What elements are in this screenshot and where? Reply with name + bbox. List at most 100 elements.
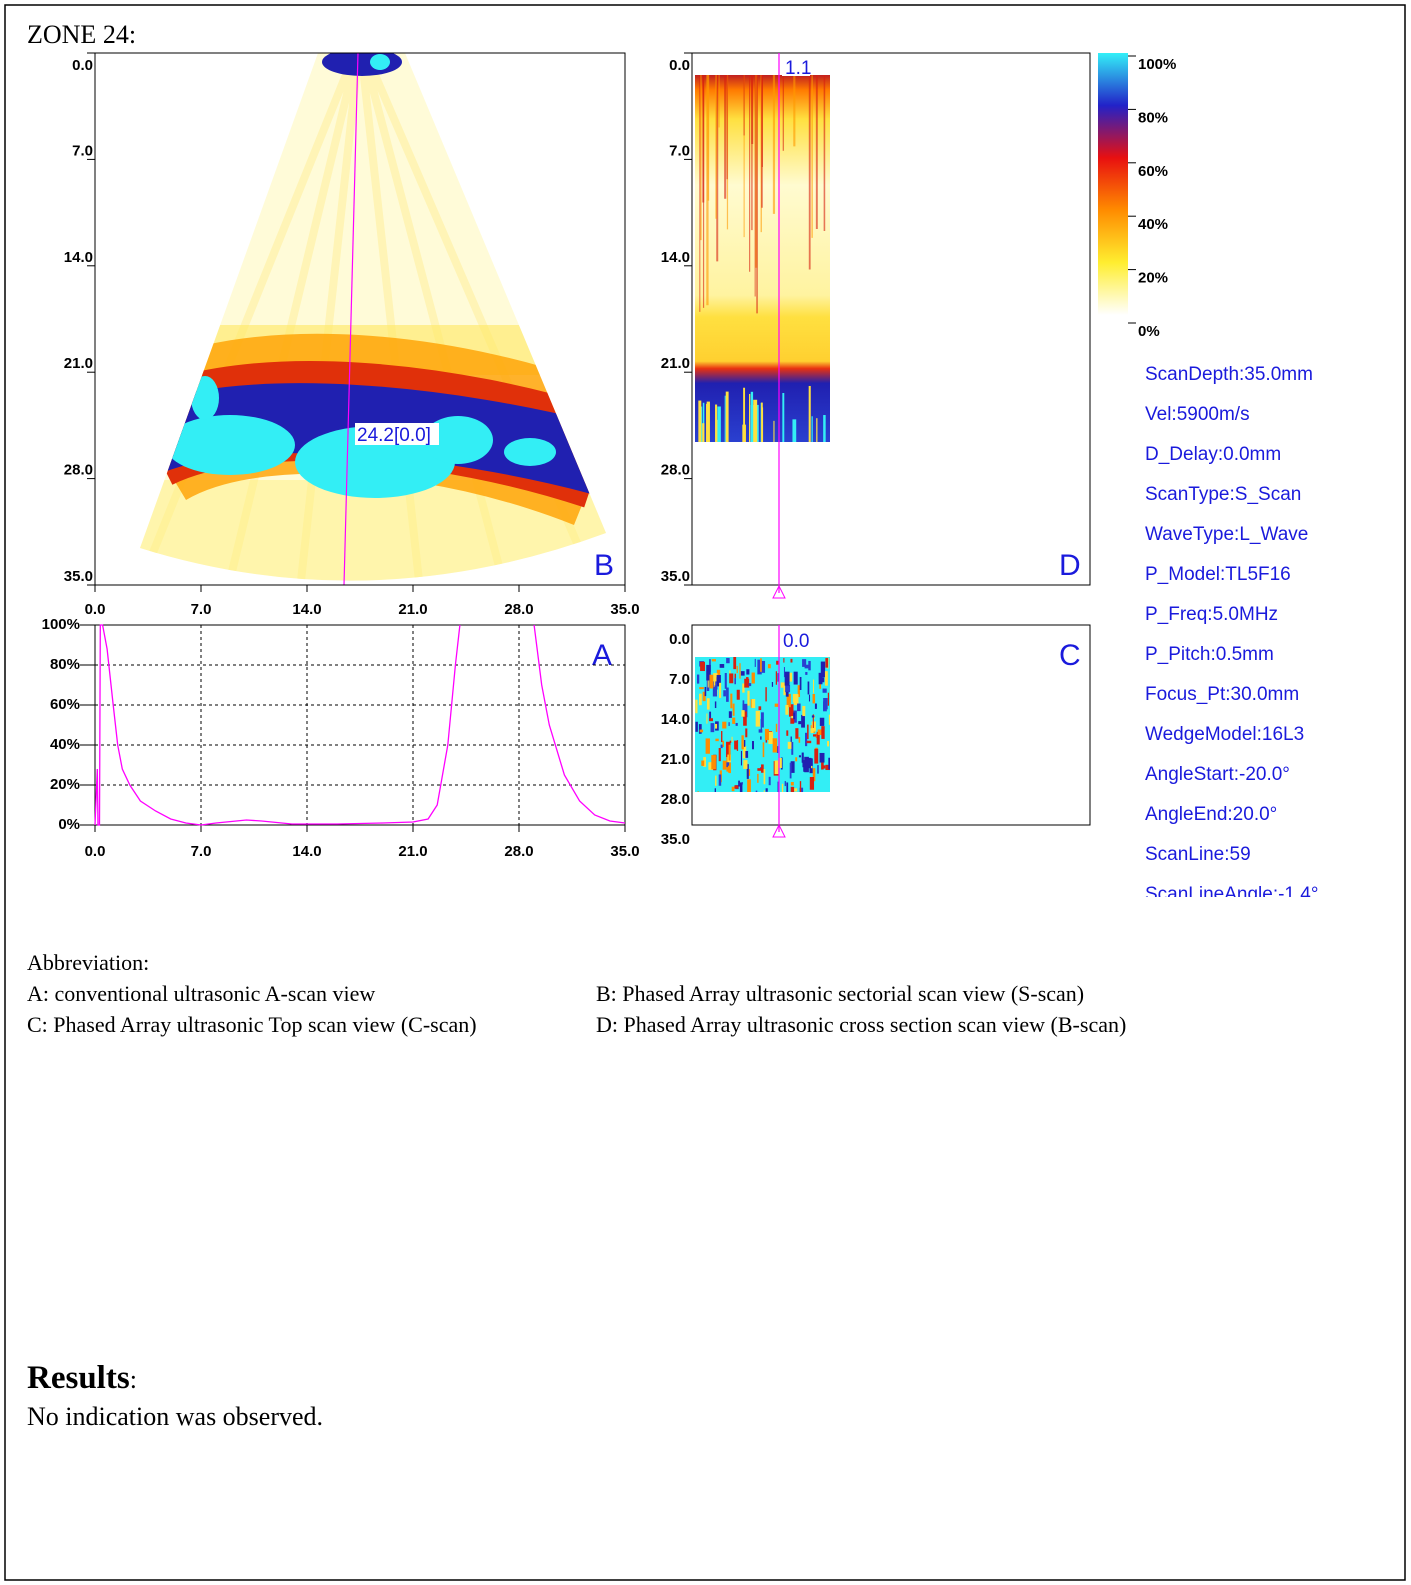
speckle [728, 762, 731, 774]
speckle [713, 679, 716, 687]
y-tick-label: 28.0 [661, 462, 690, 479]
speckle [820, 661, 826, 678]
speckle [783, 658, 785, 663]
speckle [709, 674, 714, 689]
speckle [807, 724, 809, 740]
speckle [747, 779, 751, 792]
speckle [787, 741, 792, 749]
y-tick-label: 7.0 [72, 142, 93, 159]
speckle [731, 786, 735, 792]
speckle [714, 788, 716, 792]
speckle [771, 682, 774, 687]
speckle [743, 760, 748, 769]
speckle [719, 682, 722, 698]
y-tick-label: 0.0 [72, 57, 93, 74]
speckle [755, 790, 758, 792]
speckle [745, 750, 749, 758]
speckle [719, 664, 725, 668]
y-tick-label: 28.0 [64, 462, 93, 479]
speckle [741, 782, 743, 785]
speckle [786, 782, 789, 792]
speckle [817, 729, 823, 735]
speckle [785, 691, 789, 697]
speckle [734, 678, 736, 685]
speckle [708, 718, 713, 722]
speckle [765, 788, 768, 792]
parameter: ScanType:S_Scan [1145, 484, 1301, 505]
speckle [727, 765, 730, 773]
parameter: ScanLineAngle:-1.4° [1145, 884, 1318, 905]
y-tick-label: 14.0 [64, 249, 93, 266]
speckle [818, 672, 823, 685]
speckle [722, 740, 724, 748]
speckle [760, 736, 762, 740]
cursor-label: 24.2[0.0] [357, 425, 431, 446]
speckle [810, 728, 814, 734]
speckle [714, 685, 718, 690]
speckle [716, 669, 721, 677]
view-letter: D [1059, 549, 1081, 582]
speckle [827, 692, 830, 706]
s-scan-image [140, 53, 606, 581]
speckle [699, 729, 704, 733]
speckle [736, 689, 740, 700]
results-title: Results [27, 1360, 130, 1396]
y-tick-label: 0.0 [669, 57, 690, 74]
speckle [790, 736, 792, 743]
speckle [812, 768, 816, 782]
speckle [738, 780, 740, 787]
colorbar-label: 80% [1138, 109, 1168, 126]
parameters: ScanDepth:35.0mm Vel:5900m/s D_Delay:0.0mm… [1145, 364, 1318, 905]
a-scan-line [94, 624, 626, 826]
speckle [765, 687, 767, 702]
y-tick-label: 7.0 [669, 142, 690, 159]
speckle [775, 671, 778, 685]
speckle [701, 760, 705, 766]
speckle [793, 671, 798, 685]
speckle [726, 741, 731, 758]
speckle [725, 762, 730, 768]
speckle [699, 693, 702, 706]
speckle [761, 764, 764, 773]
speckle [790, 761, 795, 773]
speckle [794, 788, 798, 792]
speckle [741, 735, 744, 750]
speckle [758, 729, 763, 733]
speckle [790, 658, 793, 663]
speckle [784, 671, 790, 686]
speckle [812, 693, 816, 704]
view-letter: A [592, 639, 612, 672]
speckle [814, 748, 819, 764]
speckle [812, 714, 814, 728]
speckle [783, 667, 785, 678]
speckle [801, 790, 803, 792]
speckle [822, 765, 826, 769]
speckle [715, 723, 718, 729]
speckle [695, 699, 698, 714]
speckle [710, 723, 715, 733]
speckle [758, 706, 762, 711]
speckle [808, 660, 811, 671]
speckle [802, 756, 804, 768]
speckle [762, 742, 765, 758]
speckle [715, 775, 717, 786]
speckle [775, 723, 778, 732]
abbreviation-item: D: Phased Array ultrasonic cross section… [596, 1012, 1126, 1037]
x-tick-label: 14.0 [292, 601, 321, 618]
speckle [705, 738, 710, 754]
speckle [728, 744, 731, 761]
speckle [699, 687, 704, 690]
speckle [757, 768, 762, 771]
speckle [740, 751, 743, 766]
b-frame [94, 52, 626, 586]
speckle [730, 693, 733, 709]
speckle [797, 703, 801, 712]
parameter: AngleStart:-20.0° [1145, 764, 1290, 785]
speckle [746, 669, 750, 675]
view-letter: B [594, 549, 614, 582]
speckle [780, 682, 786, 688]
speckle [702, 691, 706, 702]
speckle [807, 681, 810, 695]
speckle [734, 785, 739, 789]
speckle [720, 744, 723, 749]
